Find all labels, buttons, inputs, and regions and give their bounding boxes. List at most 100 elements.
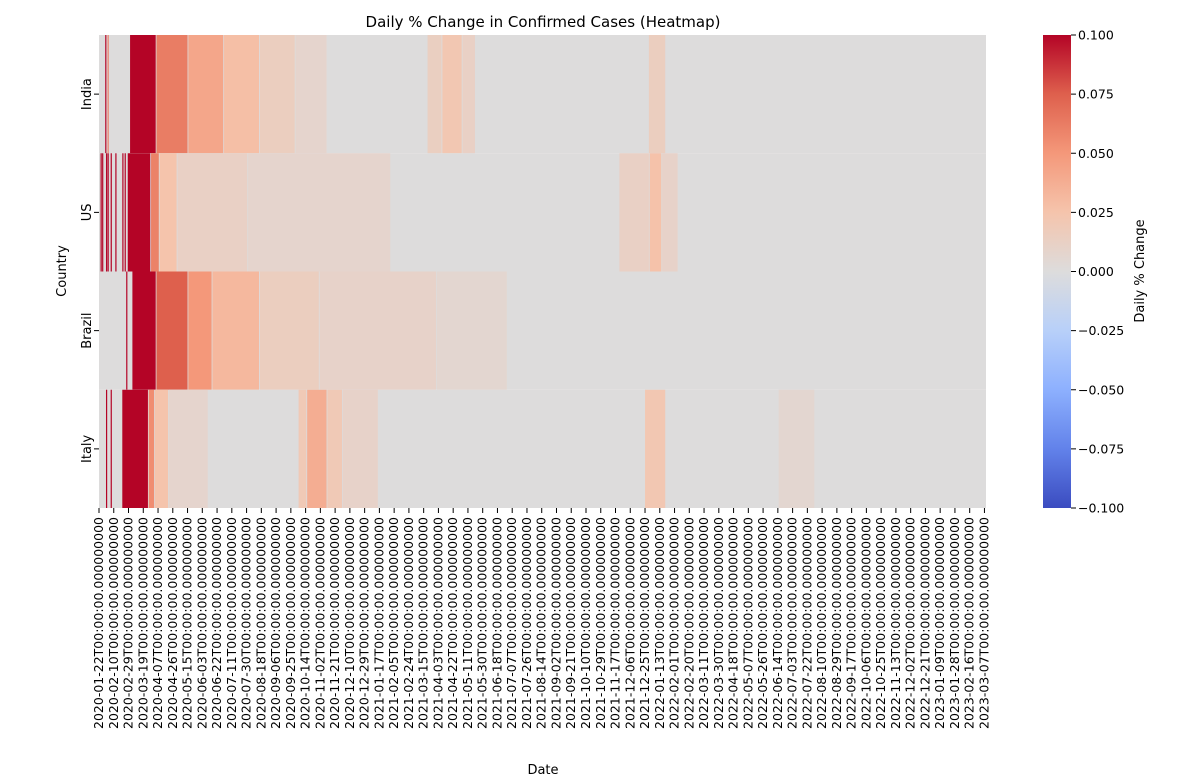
heatmap-cell — [126, 271, 128, 390]
colorbar-tick-label: −0.025 — [1078, 323, 1124, 338]
heatmap-cell — [110, 153, 112, 272]
heatmap-cell — [327, 389, 343, 508]
heatmap-cell — [188, 35, 224, 154]
x-tick-label: 2021-07-07T00:00:00.000000000 — [504, 517, 519, 729]
x-tick-label: 2022-12-02T00:00:00.000000000 — [903, 517, 918, 729]
heatmap-cell — [295, 35, 327, 154]
x-tick-label: 2023-01-28T00:00:00.000000000 — [947, 517, 962, 729]
x-tick-label: 2020-09-25T00:00:00.000000000 — [283, 517, 298, 729]
x-tick-label: 2021-11-17T00:00:00.000000000 — [608, 517, 623, 729]
x-tick-label: 2022-05-26T00:00:00.000000000 — [755, 517, 770, 729]
heatmap-cell — [462, 35, 475, 154]
x-tick-label: 2022-06-14T00:00:00.000000000 — [770, 517, 785, 729]
x-tick-label: 2021-02-05T00:00:00.000000000 — [386, 517, 401, 729]
x-tick-label: 2022-02-01T00:00:00.000000000 — [667, 517, 682, 729]
x-tick-label: 2022-07-22T00:00:00.000000000 — [799, 517, 814, 729]
heatmap-cell — [159, 153, 177, 272]
x-tick-label: 2021-04-03T00:00:00.000000000 — [430, 517, 445, 729]
y-tick-label: US — [80, 203, 95, 221]
x-tick-label: 2022-11-13T00:00:00.000000000 — [888, 517, 903, 729]
heatmap-cell — [307, 389, 327, 508]
x-tick-label: 2021-03-15T00:00:00.000000000 — [416, 517, 431, 729]
colorbar-tick-label: 0.050 — [1078, 146, 1114, 161]
x-axis: 2020-01-22T00:00:00.000000000 2020-02-10T… — [91, 508, 991, 729]
heatmap-cell — [319, 271, 437, 390]
x-tick-label: 2021-08-14T00:00:00.000000000 — [534, 517, 549, 729]
x-tick-label: 2021-10-10T00:00:00.000000000 — [578, 517, 593, 729]
heatmap-cell — [436, 271, 507, 390]
x-tick-label: 2021-10-29T00:00:00.000000000 — [593, 517, 608, 729]
heatmap-cell — [105, 153, 108, 272]
x-tick-label: 2022-05-07T00:00:00.000000000 — [740, 517, 755, 729]
x-tick-label: 2022-08-29T00:00:00.000000000 — [829, 517, 844, 729]
x-tick-label: 2021-05-30T00:00:00.000000000 — [475, 517, 490, 729]
x-tick-label: 2020-08-18T00:00:00.000000000 — [253, 517, 268, 729]
heatmap-cells — [99, 35, 986, 508]
x-tick-label: 2021-12-06T00:00:00.000000000 — [622, 517, 637, 729]
x-tick-label: 2020-01-22T00:00:00.000000000 — [91, 517, 106, 729]
x-tick-label: 2020-11-21T00:00:00.000000000 — [327, 517, 342, 729]
x-tick-label: 2021-06-18T00:00:00.000000000 — [489, 517, 504, 729]
heatmap-cell — [427, 35, 442, 154]
x-tick-label: 2020-02-10T00:00:00.000000000 — [106, 517, 121, 729]
colorbar-tick-label: −0.050 — [1078, 382, 1124, 397]
x-tick-label: 2020-04-07T00:00:00.000000000 — [150, 517, 165, 729]
x-tick-label: 2021-09-02T00:00:00.000000000 — [548, 517, 563, 729]
y-tick-label: Brazil — [80, 312, 95, 348]
heatmap-cell — [298, 389, 307, 508]
heatmap-cell — [156, 271, 188, 390]
x-tick-label: 2022-09-17T00:00:00.000000000 — [844, 517, 859, 729]
x-tick-label: 2020-07-30T00:00:00.000000000 — [239, 517, 254, 729]
heatmap-cell — [649, 153, 662, 272]
heatmap-cell — [100, 153, 102, 272]
x-tick-label: 2021-07-26T00:00:00.000000000 — [519, 517, 534, 729]
x-tick-label: 2023-02-16T00:00:00.000000000 — [962, 517, 977, 729]
colorbar-ticks: −0.100 −0.075 −0.050 −0.025 0.000 0.025 0.050 0… — [1071, 28, 1124, 516]
x-tick-label: 2020-12-29T00:00:00.000000000 — [357, 517, 372, 729]
colorbar-tick-label: 0.075 — [1078, 87, 1114, 102]
x-tick-label: 2023-01-09T00:00:00.000000000 — [932, 517, 947, 729]
x-tick-label: 2020-06-03T00:00:00.000000000 — [194, 517, 209, 729]
heatmap-cell — [122, 389, 148, 508]
heatmap-cell — [132, 271, 156, 390]
heatmap-cell — [151, 153, 159, 272]
heatmap-cell — [248, 153, 391, 272]
heatmap-cell — [342, 389, 378, 508]
colorbar — [1043, 35, 1071, 508]
x-tick-label: 2022-01-13T00:00:00.000000000 — [652, 517, 667, 729]
colorbar-tick-label: 0.000 — [1078, 264, 1114, 279]
heatmap-cell — [107, 153, 109, 272]
heatmap-cell — [224, 35, 260, 154]
colorbar-label: Daily % Change — [1133, 219, 1148, 322]
x-tick-label: 2021-09-21T00:00:00.000000000 — [563, 517, 578, 729]
x-tick-label: 2021-12-25T00:00:00.000000000 — [637, 517, 652, 729]
heatmap-cell — [259, 271, 319, 390]
heatmap-cell — [442, 35, 462, 154]
x-tick-label: 2022-03-30T00:00:00.000000000 — [711, 517, 726, 729]
x-tick-label: 2020-11-02T00:00:00.000000000 — [312, 517, 327, 729]
colorbar-tick-label: −0.075 — [1078, 441, 1124, 456]
heatmap-cell — [105, 35, 107, 154]
heatmap-cell — [156, 35, 188, 154]
x-axis-label: Date — [527, 763, 558, 778]
heatmap-cell — [102, 153, 104, 272]
x-tick-label: 2022-03-11T00:00:00.000000000 — [696, 517, 711, 729]
heatmap-cell — [124, 153, 126, 272]
x-tick-label: 2021-04-22T00:00:00.000000000 — [445, 517, 460, 729]
colorbar-tick-label: 0.025 — [1078, 205, 1114, 220]
heatmap-cell — [107, 35, 109, 154]
x-tick-label: 2022-07-03T00:00:00.000000000 — [785, 517, 800, 729]
y-axis-label: Country — [55, 245, 70, 297]
x-tick-label: 2020-05-15T00:00:00.000000000 — [180, 517, 195, 729]
heatmap-cell — [648, 35, 666, 154]
heatmap-cell — [127, 153, 151, 272]
x-tick-label: 2022-02-20T00:00:00.000000000 — [681, 517, 696, 729]
heatmap-cell — [662, 153, 678, 272]
y-tick-label: India — [80, 78, 95, 110]
x-tick-label: 2022-04-18T00:00:00.000000000 — [726, 517, 741, 729]
heatmap-cell — [188, 271, 212, 390]
x-tick-label: 2021-01-17T00:00:00.000000000 — [371, 517, 386, 729]
x-tick-label: 2020-02-29T00:00:00.000000000 — [121, 517, 136, 729]
y-tick-label: Italy — [80, 434, 95, 463]
x-tick-label: 2020-04-26T00:00:00.000000000 — [165, 517, 180, 729]
